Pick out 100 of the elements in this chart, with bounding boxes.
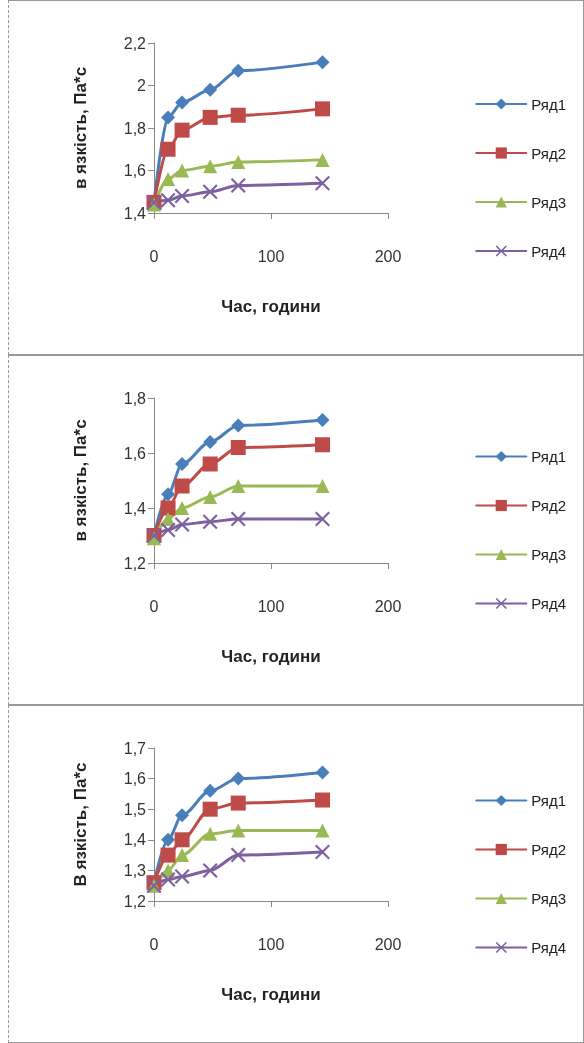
x-tick-label: 100 bbox=[257, 247, 285, 265]
point bbox=[203, 783, 218, 798]
point bbox=[174, 188, 190, 204]
point bbox=[161, 487, 176, 502]
legend-label: Ряд2 bbox=[531, 841, 567, 858]
point bbox=[203, 490, 218, 504]
point bbox=[315, 413, 330, 427]
point bbox=[314, 437, 330, 453]
point bbox=[202, 801, 218, 817]
legend-label: Ряд1 bbox=[531, 792, 567, 809]
point bbox=[314, 511, 330, 527]
y-tick-label: 1,2 bbox=[123, 554, 147, 572]
point bbox=[231, 771, 246, 786]
point bbox=[175, 808, 190, 823]
y-tick-label: 2 bbox=[137, 77, 147, 94]
x-tick-label: 0 bbox=[149, 247, 159, 265]
point bbox=[202, 514, 218, 530]
point bbox=[175, 501, 190, 515]
y-axis-title: в язкість, Па*с bbox=[71, 66, 90, 190]
point bbox=[203, 82, 218, 97]
legend-label: Ряд4 bbox=[531, 595, 567, 612]
x-tick-label: 200 bbox=[374, 247, 402, 265]
point bbox=[202, 456, 218, 472]
point bbox=[174, 869, 190, 885]
x-axis-title: Час, години bbox=[221, 985, 321, 1004]
y-tick-label: 1,5 bbox=[123, 800, 147, 818]
x-axis-title: Час, години bbox=[221, 647, 321, 666]
y-tick-label: 1,6 bbox=[123, 162, 147, 179]
point bbox=[203, 435, 218, 449]
legend-label: Ряд4 bbox=[531, 939, 567, 956]
x-tick-label: 100 bbox=[257, 935, 285, 953]
point bbox=[202, 862, 218, 878]
legend-label: Ряд1 bbox=[531, 95, 567, 113]
x-tick-label: 0 bbox=[149, 935, 159, 953]
point bbox=[160, 522, 176, 538]
point bbox=[202, 109, 218, 125]
point bbox=[230, 440, 246, 455]
y-tick-label: 1,8 bbox=[123, 389, 147, 407]
point bbox=[161, 172, 176, 186]
x-tick-label: 100 bbox=[257, 597, 285, 615]
point bbox=[314, 844, 330, 860]
point bbox=[160, 192, 176, 208]
point bbox=[160, 847, 176, 863]
legend-label: Ряд2 bbox=[531, 497, 567, 514]
point bbox=[315, 765, 330, 780]
y-tick-label: 2,2 bbox=[123, 34, 147, 52]
point bbox=[315, 823, 330, 838]
x-tick-label: 200 bbox=[374, 935, 402, 953]
point bbox=[174, 832, 190, 848]
legend-label: Ряд4 bbox=[531, 242, 567, 260]
point bbox=[231, 63, 246, 78]
point bbox=[174, 122, 190, 138]
point bbox=[175, 95, 190, 110]
x-tick-label: 200 bbox=[374, 597, 402, 615]
point bbox=[161, 832, 176, 847]
point bbox=[230, 795, 246, 811]
point bbox=[160, 141, 176, 157]
y-tick-label: 1,3 bbox=[123, 861, 147, 879]
legend-label: Ряд3 bbox=[531, 193, 567, 211]
legend-label: Ряд2 bbox=[531, 144, 567, 162]
y-tick-label: 1,8 bbox=[123, 119, 147, 137]
y-tick-label: 1,6 bbox=[123, 444, 147, 462]
point bbox=[230, 107, 246, 123]
point bbox=[314, 101, 330, 117]
point bbox=[160, 500, 176, 516]
y-tick-label: 1,6 bbox=[123, 770, 147, 788]
point bbox=[175, 163, 190, 178]
point bbox=[230, 511, 246, 527]
point bbox=[230, 177, 246, 193]
y-tick-label: 1,4 bbox=[123, 831, 147, 849]
point bbox=[175, 848, 190, 863]
point bbox=[231, 418, 246, 433]
point bbox=[160, 872, 176, 888]
legend-label: Ряд3 bbox=[531, 890, 567, 907]
point bbox=[174, 478, 190, 494]
point bbox=[231, 155, 246, 169]
y-tick-label: 1,4 bbox=[123, 204, 147, 222]
y-axis-title: В язкість, Па*с bbox=[71, 762, 90, 887]
y-tick-label: 1,4 bbox=[123, 499, 147, 517]
x-axis-title: Час, години bbox=[221, 297, 321, 316]
point bbox=[175, 457, 190, 471]
point bbox=[231, 823, 246, 838]
point bbox=[315, 152, 330, 167]
point bbox=[202, 184, 218, 200]
x-tick-label: 0 bbox=[149, 597, 159, 615]
point bbox=[174, 517, 190, 532]
point bbox=[314, 792, 330, 808]
point bbox=[161, 110, 176, 125]
y-tick-label: 1,2 bbox=[123, 892, 147, 910]
legend-label: Ряд3 bbox=[531, 546, 567, 563]
y-tick-label: 1,7 bbox=[123, 739, 147, 757]
legend-label: Ряд1 bbox=[531, 448, 567, 465]
point bbox=[315, 479, 330, 493]
point bbox=[314, 175, 330, 191]
point bbox=[315, 55, 330, 70]
point bbox=[231, 479, 246, 493]
point bbox=[203, 159, 218, 174]
point bbox=[230, 847, 246, 863]
y-axis-title: в язкість, Па*с bbox=[71, 419, 90, 542]
point bbox=[203, 826, 218, 841]
